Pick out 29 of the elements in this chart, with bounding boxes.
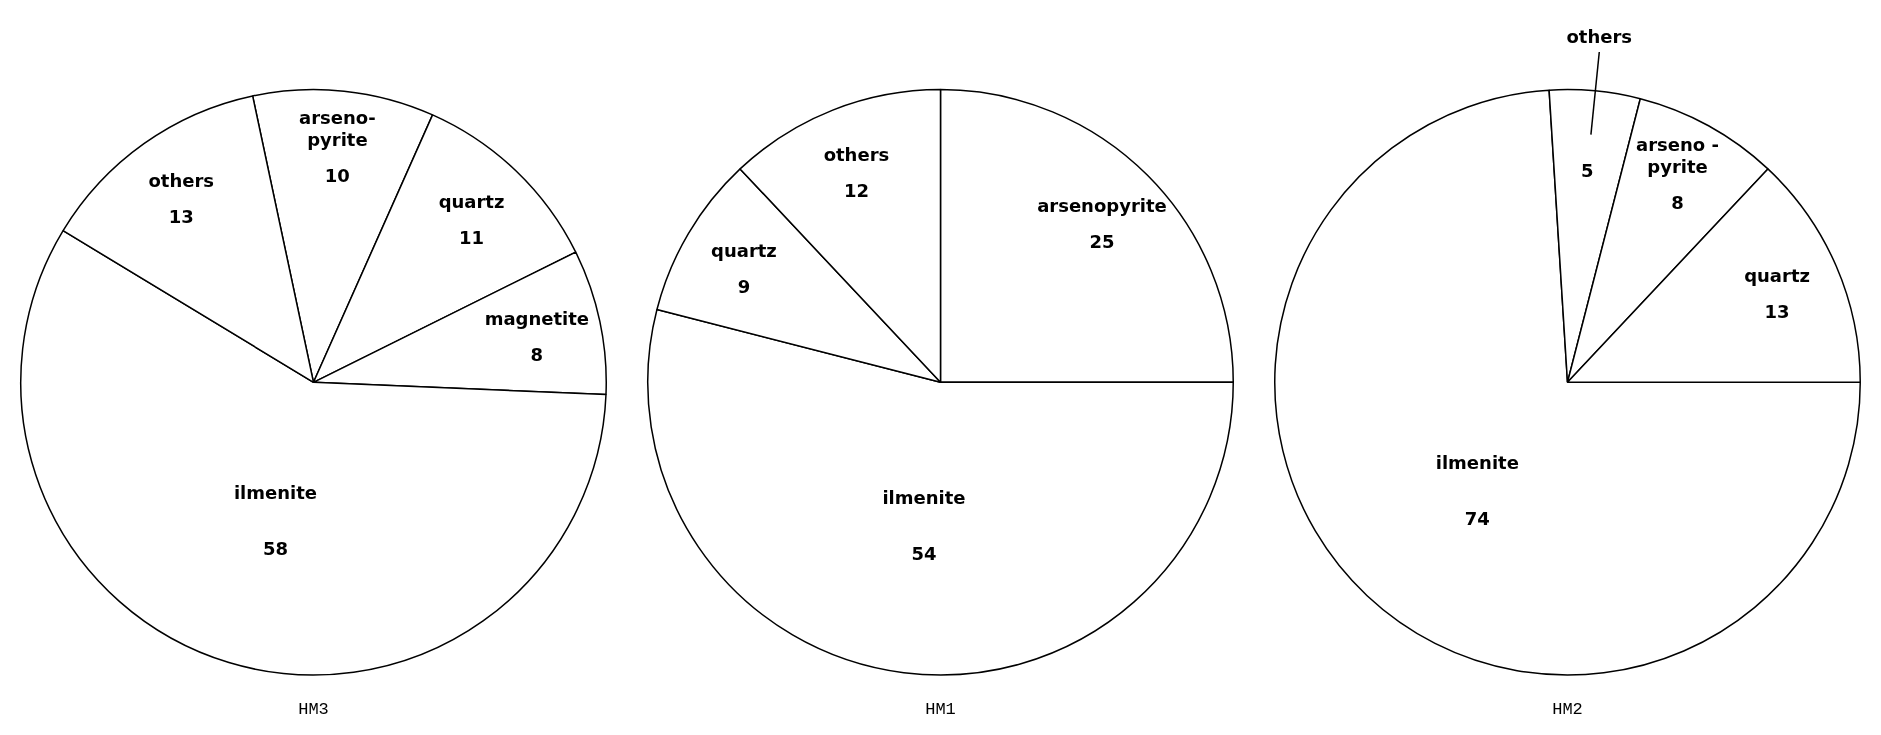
slice-label: ilmenite (233, 482, 317, 504)
data-label: 5 (1581, 160, 1594, 182)
slice-label: ilmenite (1435, 452, 1519, 473)
slice-label: quartz (711, 239, 777, 261)
slice-label: quartz (438, 191, 505, 213)
data-label: 8 (1671, 191, 1684, 213)
slice-label: ilmenite (882, 486, 966, 508)
slice-label: arseno - pyrite (1636, 133, 1719, 177)
slice-label: arsenopyrite (1037, 194, 1167, 216)
slice-label: others (823, 143, 890, 165)
data-label: 13 (168, 205, 194, 227)
text: HM1 (925, 700, 956, 720)
data-label: 13 (1764, 301, 1790, 323)
data-label: 8 (530, 344, 544, 366)
text: HM3 (298, 700, 329, 720)
slice-label: magnetite (484, 308, 590, 330)
data-label: 9 (737, 275, 751, 297)
data-label: 10 (324, 164, 350, 186)
text: HM2 (1552, 700, 1583, 720)
data-label: 12 (843, 179, 869, 201)
slice-label: others (1566, 25, 1633, 47)
data-label: 54 (911, 542, 937, 564)
data-label: 74 (1464, 508, 1490, 529)
slice-label: quartz (1744, 265, 1810, 287)
data-label: 58 (262, 538, 288, 560)
slice-label: arseno- pyrite (299, 106, 376, 150)
data-label: 25 (1089, 230, 1115, 252)
data-label: 11 (459, 227, 485, 249)
slice-label: others (148, 169, 215, 191)
